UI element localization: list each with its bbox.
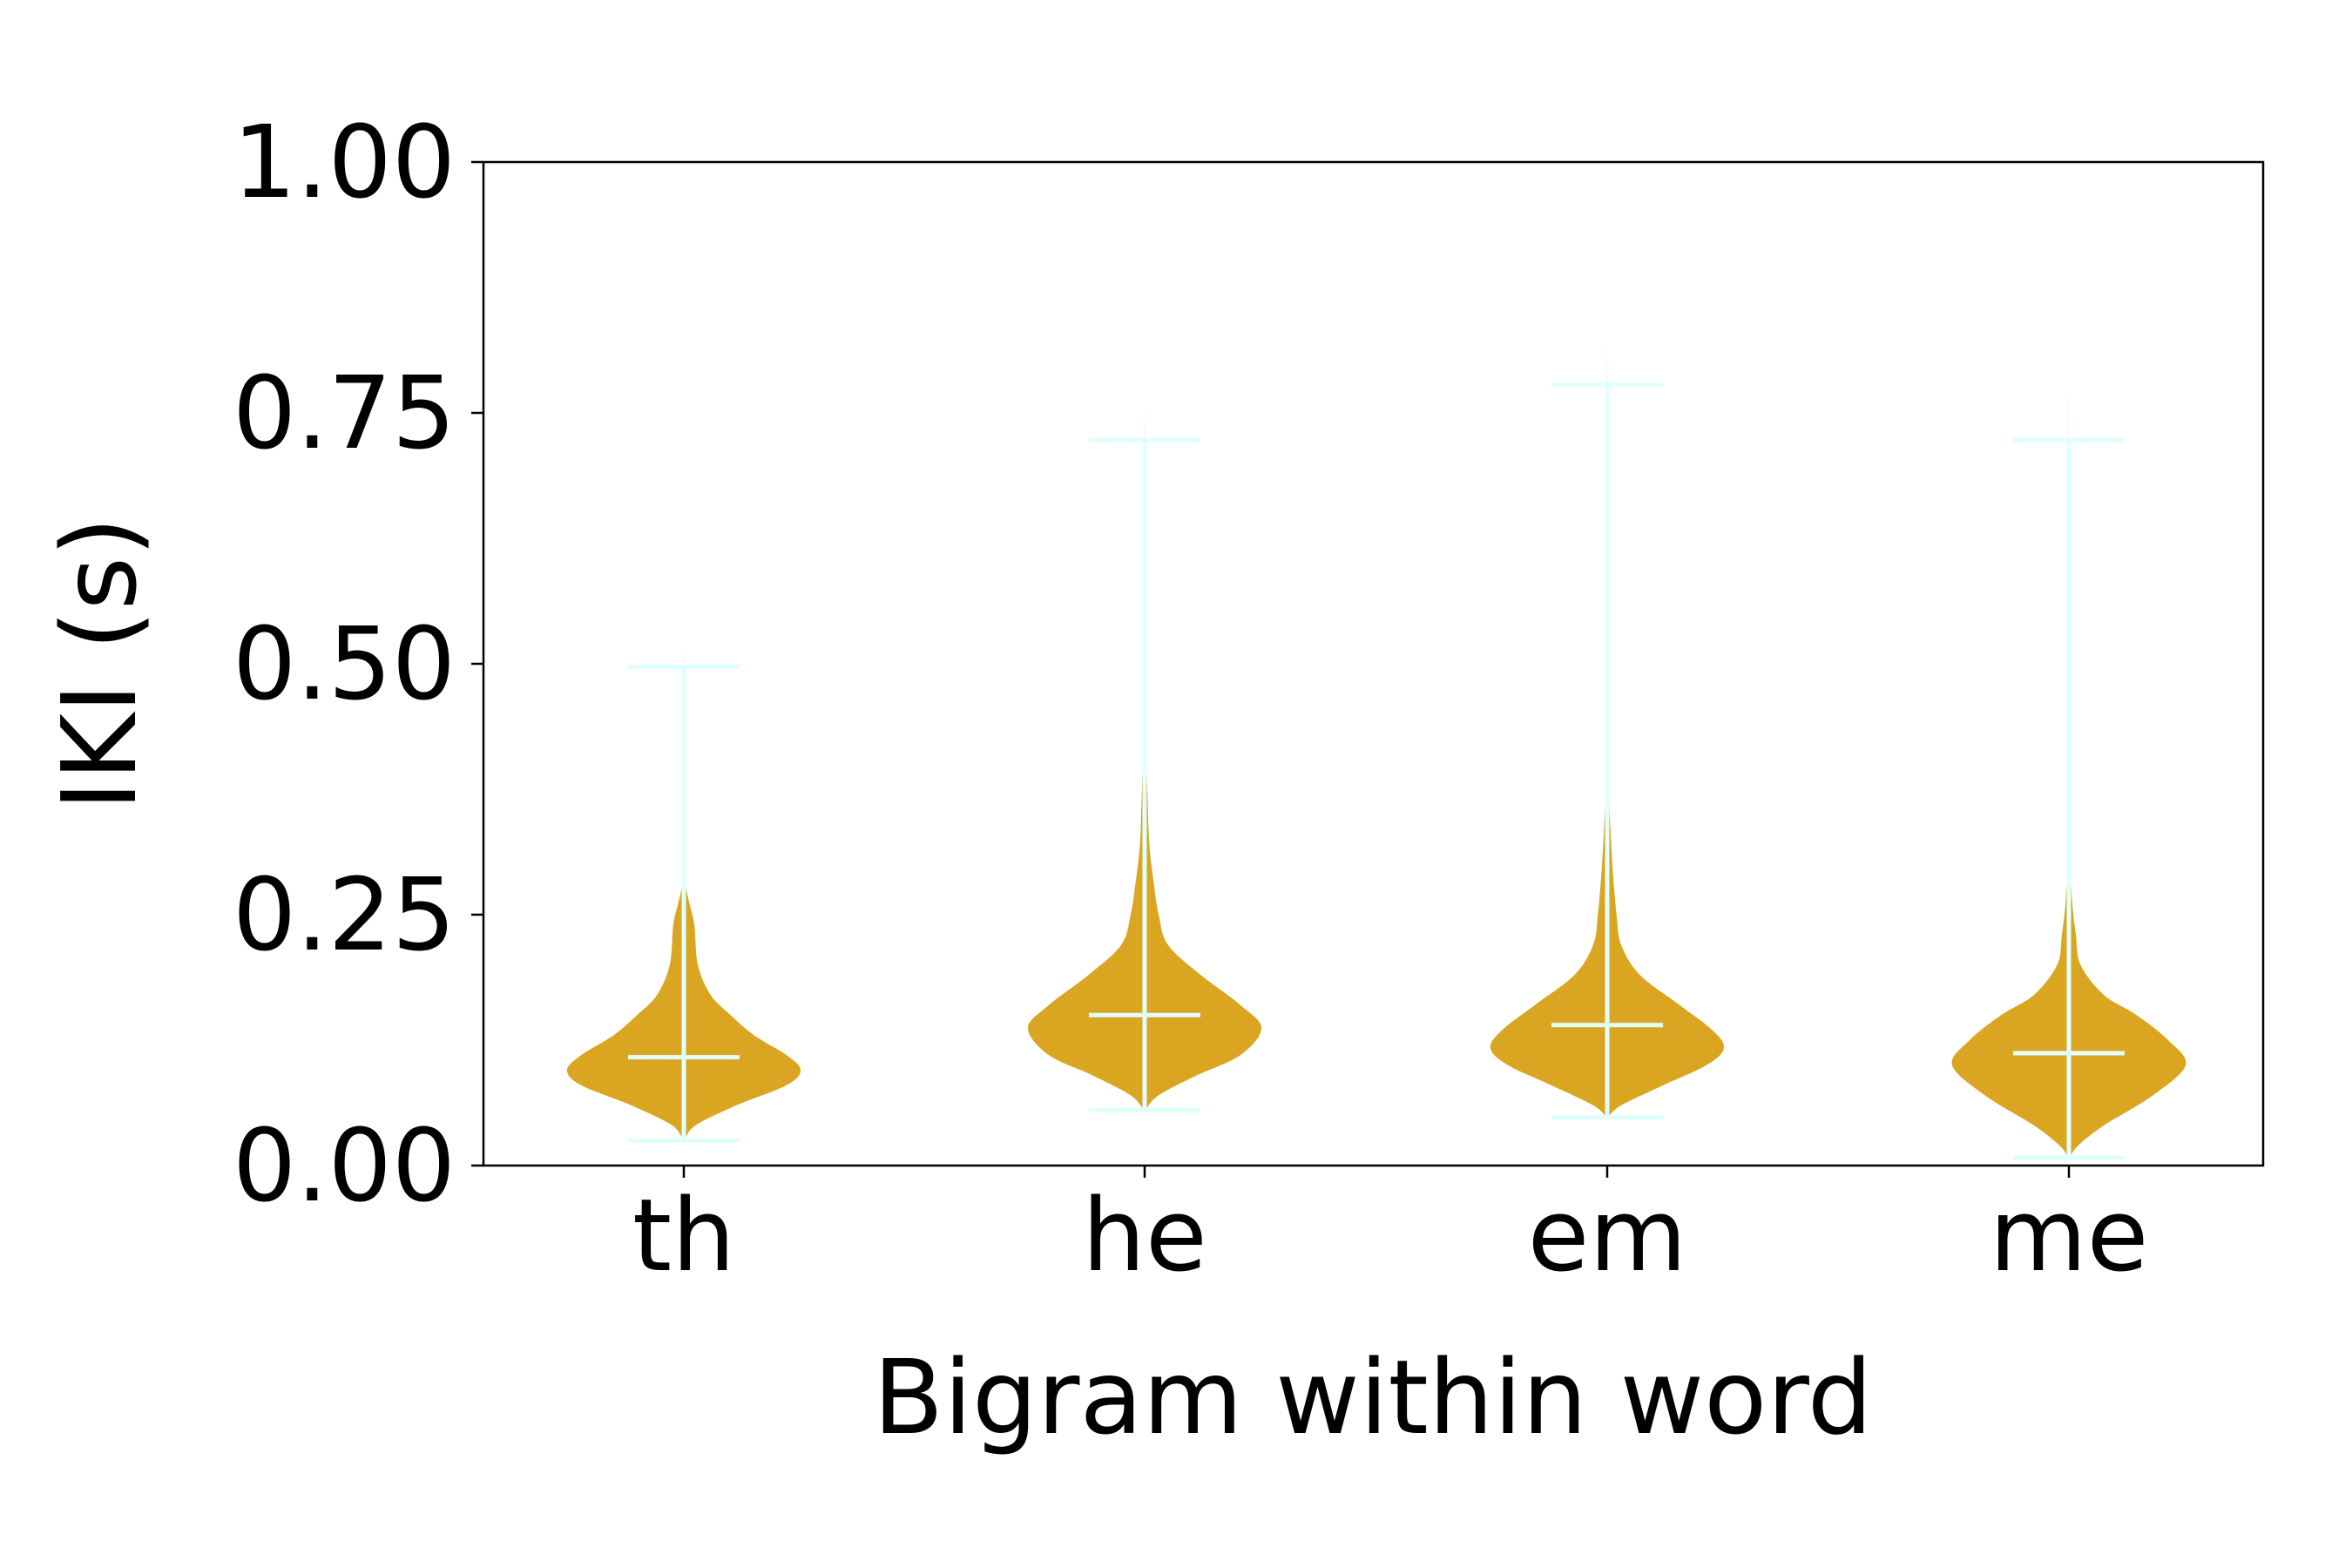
x-tick-label: me — [1990, 1178, 2149, 1294]
y-tick-label: 0.25 — [233, 857, 456, 974]
x-axis-title: Bigram within word — [873, 1337, 1872, 1457]
y-axis: 0.00 0.25 0.50 0.75 1.00 — [233, 105, 483, 1225]
y-tick-label: 0.75 — [233, 355, 456, 472]
y-axis-title: IKI (s) — [39, 517, 159, 811]
x-tick-label: th — [632, 1178, 735, 1294]
x-axis: th he em me — [632, 1166, 2148, 1294]
plot-frame — [482, 160, 2265, 1167]
x-tick-label: he — [1082, 1178, 1207, 1294]
violin-th — [567, 648, 801, 1143]
x-tick-label: em — [1528, 1178, 1687, 1294]
violins-layer — [567, 343, 2186, 1160]
y-tick-label: 0.50 — [233, 606, 456, 723]
violin-me — [1951, 393, 2186, 1160]
y-tick-label: 1.00 — [233, 105, 456, 221]
y-tick-label: 0.00 — [233, 1108, 456, 1225]
violin-he — [1028, 409, 1261, 1113]
violin-em — [1490, 343, 1725, 1120]
